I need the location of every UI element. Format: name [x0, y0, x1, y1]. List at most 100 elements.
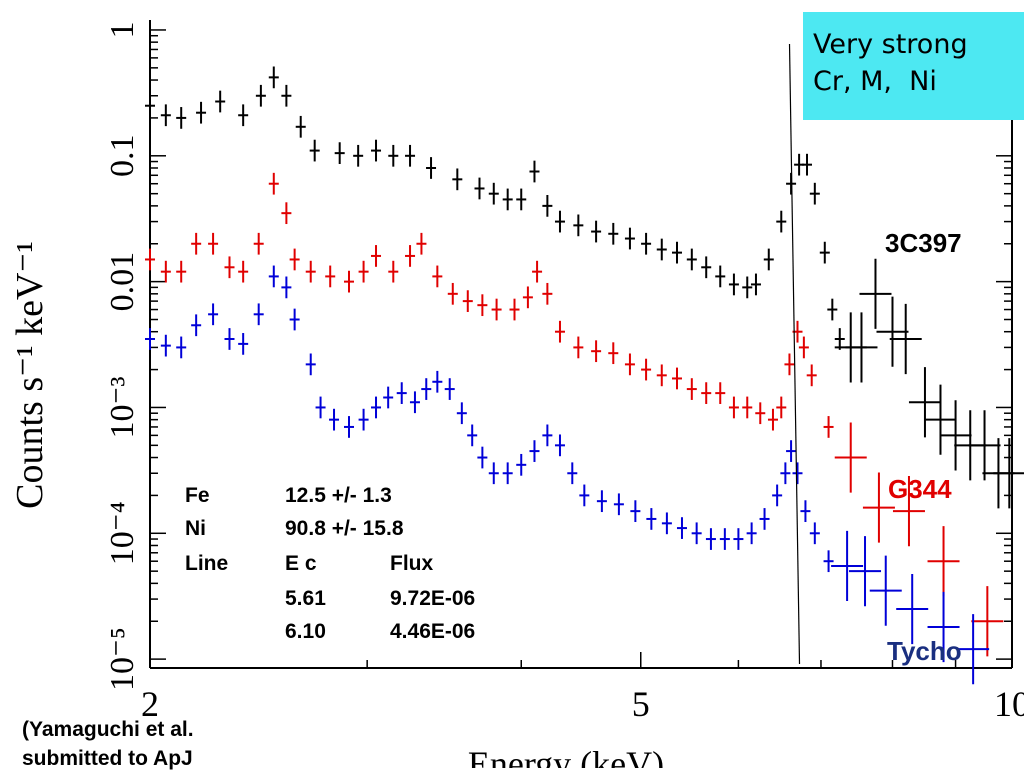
y-tick-label: 0.1 — [104, 135, 141, 178]
callout-box: Very strong Cr, M, Ni — [803, 12, 1024, 120]
y-axis-label: Counts s⁻¹ keV⁻¹ — [9, 241, 51, 509]
data-point — [145, 94, 155, 117]
data-point — [488, 182, 499, 205]
data-point — [608, 342, 619, 365]
data-point — [686, 248, 697, 271]
data-point — [405, 245, 416, 267]
data-point — [939, 400, 972, 471]
data-point — [160, 334, 171, 357]
data-point — [432, 370, 443, 393]
data-point — [661, 512, 672, 535]
data-point — [160, 104, 171, 127]
data-point — [596, 490, 607, 513]
data-point — [281, 202, 292, 225]
data-point — [671, 367, 682, 390]
data-point — [516, 453, 527, 476]
data-point — [809, 522, 820, 545]
data-point — [776, 210, 787, 233]
axis-ticks — [149, 29, 1013, 668]
data-point — [763, 248, 774, 271]
data-point — [746, 522, 757, 545]
x-tick-labels: 2 5 10 — [141, 684, 1024, 724]
y-tick-labels: 1 0.1 0.01 10⁻³ 10⁻⁴ 10⁻⁵ — [104, 21, 141, 691]
data-point — [281, 84, 292, 107]
data-point — [529, 440, 540, 462]
data-point — [776, 396, 787, 419]
data-point — [532, 260, 543, 283]
data-point — [780, 462, 791, 485]
data-point — [208, 303, 219, 326]
y-tick-label: 0.01 — [104, 252, 141, 312]
data-point — [191, 314, 202, 337]
data-point — [268, 172, 279, 195]
data-point — [608, 222, 619, 245]
data-point — [224, 328, 235, 350]
data-point — [896, 573, 929, 645]
data-point — [819, 241, 830, 264]
data-point — [388, 260, 399, 283]
data-point — [224, 256, 235, 279]
data-point — [849, 536, 882, 607]
data-point — [160, 260, 171, 283]
data-point — [405, 144, 416, 167]
data-point — [238, 260, 249, 283]
data-point — [806, 364, 817, 387]
data-point — [325, 265, 336, 288]
data-point — [383, 386, 394, 409]
data-point — [295, 115, 306, 138]
data-point — [462, 290, 473, 312]
data-point — [834, 422, 867, 493]
annotation-flux-header: Flux — [390, 552, 434, 575]
data-point — [509, 298, 520, 321]
annotation-ec-2: 6.10 — [285, 620, 326, 643]
annotation-fe-value: 12.5 +/- 1.3 — [285, 484, 392, 507]
y-tick-label: 10⁻³ — [104, 376, 141, 438]
data-point — [892, 476, 925, 547]
data-point — [641, 232, 652, 255]
data-point — [516, 188, 527, 211]
data-point — [800, 500, 811, 522]
data-point — [421, 378, 432, 400]
data-point — [491, 298, 502, 321]
data-point — [477, 446, 488, 469]
data-point — [268, 265, 279, 288]
data-point — [358, 260, 369, 283]
data-point — [869, 555, 902, 626]
data-point — [742, 396, 753, 419]
data-point — [353, 144, 364, 167]
data-point — [755, 402, 766, 425]
data-point — [733, 528, 744, 550]
data-point — [238, 104, 249, 127]
data-point — [772, 484, 783, 507]
data-point — [176, 260, 187, 283]
annotation-flux-1: 9.72E-06 — [390, 587, 476, 610]
series-3c397 — [145, 66, 1024, 509]
data-point — [268, 66, 279, 89]
data-point — [715, 382, 726, 404]
data-point — [728, 396, 739, 419]
data-point — [253, 303, 264, 326]
data-point — [409, 391, 420, 414]
data-point — [542, 282, 553, 305]
data-point — [701, 382, 712, 404]
data-point — [567, 462, 578, 485]
callout-line-2: Cr, M, Ni — [813, 66, 937, 97]
y-tick-label: 10⁻⁴ — [104, 501, 141, 565]
data-point — [474, 177, 485, 200]
data-point — [646, 508, 657, 530]
data-point — [502, 462, 513, 485]
data-point — [447, 282, 458, 305]
data-point — [432, 265, 443, 288]
data-point — [371, 139, 382, 162]
annotation-ni-value: 90.8 +/- 15.8 — [285, 517, 404, 540]
series-label-3c397: 3C397 — [885, 228, 962, 258]
annotation-flux-2: 4.46E-06 — [390, 620, 476, 643]
data-point — [862, 472, 895, 543]
data-point — [396, 382, 407, 404]
data-point — [253, 232, 264, 255]
y-tick-label: 1 — [104, 21, 141, 38]
data-point — [358, 408, 369, 431]
data-point — [281, 276, 292, 299]
data-point — [859, 258, 892, 329]
data-point — [215, 90, 226, 113]
